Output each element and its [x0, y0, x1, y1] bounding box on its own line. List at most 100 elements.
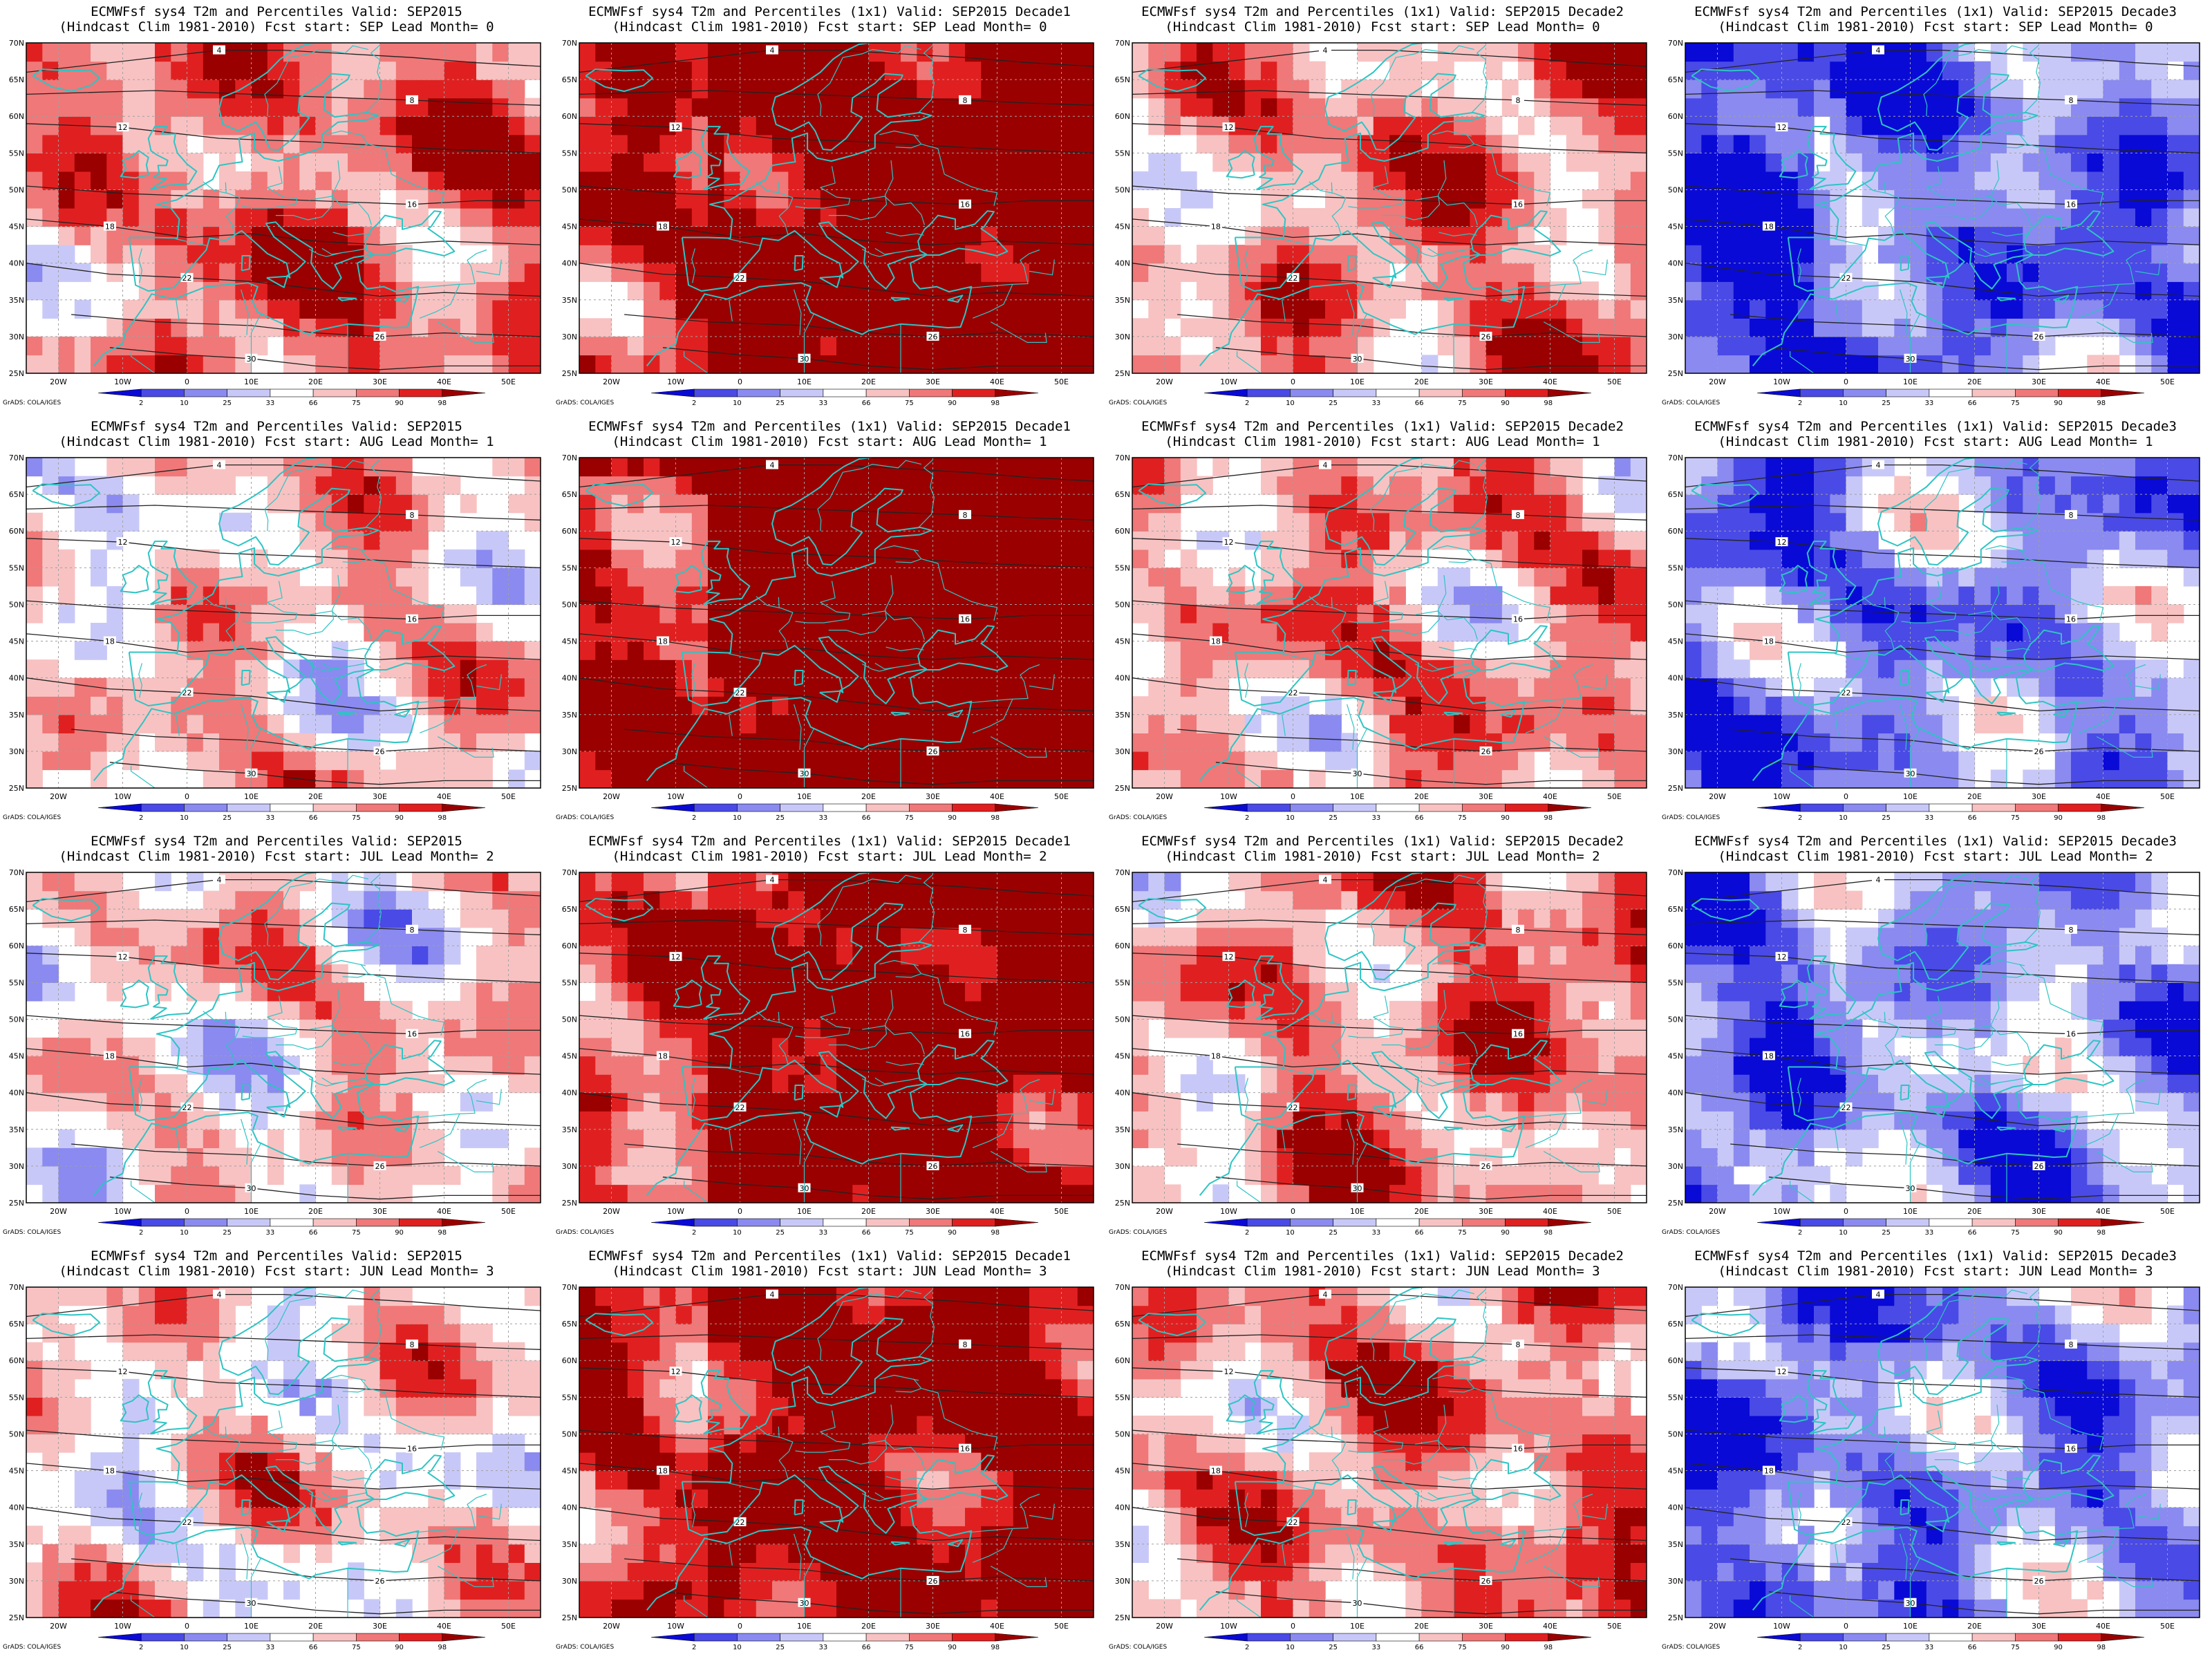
longitude-label: 50E — [1607, 1622, 1622, 1631]
longitude-label: 10W — [1773, 792, 1790, 801]
lat-lon-grid — [579, 1287, 1094, 1618]
colorbar-swatch — [2015, 1218, 2059, 1227]
longitude-label: 50E — [2160, 1622, 2175, 1631]
colorbar-tick-label: 75 — [2011, 1644, 2020, 1651]
longitude-label: 50E — [501, 1622, 516, 1631]
latitude-label: 45N — [1115, 1052, 1130, 1061]
latitude-label: 70N — [1115, 39, 1130, 48]
isotherm-line — [71, 1558, 541, 1582]
longitude-label: 10W — [1220, 792, 1237, 801]
longitude-label: 10W — [1220, 1622, 1237, 1631]
latitude-label: 30N — [9, 332, 24, 341]
colorbar-swatch — [1290, 1633, 1333, 1642]
latitude-label: 50N — [562, 1430, 577, 1438]
isotherm-line — [1768, 762, 2200, 785]
colorbar-swatch — [995, 1633, 1039, 1642]
colorbar-swatch — [1929, 803, 1973, 812]
latitude-label: 45N — [562, 1052, 577, 1061]
colorbar-tick-label: 33 — [266, 814, 275, 822]
longitude-label: 30E — [373, 1207, 387, 1216]
latitude-label: 70N — [562, 868, 577, 877]
colorbar-swatch — [1376, 1633, 1420, 1642]
latitude-label: 30N — [1668, 1162, 1683, 1171]
latitude-label: 55N — [1115, 1393, 1130, 1402]
colorbar: 2 10 25 33 66 75 90 98 — [650, 803, 1039, 822]
latitude-label: 55N — [1668, 1393, 1683, 1402]
colorbar-swatch — [399, 803, 443, 812]
colorbar-tick-label: 2 — [692, 400, 696, 407]
longitude-label: 0 — [1291, 1622, 1295, 1631]
latitude-label: 45N — [1668, 1052, 1683, 1061]
colorbar-swatch — [823, 1633, 867, 1642]
colorbar-swatch — [1756, 803, 1801, 812]
colorbar-swatch — [865, 388, 910, 397]
latitude-label: 35N — [562, 1540, 577, 1549]
colorbar-swatch — [1971, 1633, 2016, 1642]
isotherm-label: 4 — [1323, 461, 1328, 470]
isotherm-line — [1685, 677, 2200, 712]
isotherm-line — [1730, 729, 2200, 752]
latitude-label: 55N — [9, 978, 24, 987]
latitude-label: 25N — [1668, 1199, 1683, 1208]
isotherm-line — [662, 1591, 1094, 1615]
isotherm-label: 4 — [770, 1291, 775, 1300]
percentile-shading — [26, 43, 541, 373]
isotherm-line — [26, 677, 541, 712]
colorbar-tick-label: 33 — [266, 400, 275, 407]
latitude-label: 65N — [562, 1320, 577, 1329]
isotherm-label: 12 — [118, 953, 128, 962]
colorbar-tick-label: 75 — [905, 1644, 914, 1651]
isotherm-line — [1132, 505, 1647, 521]
latitude-label: 30N — [1115, 1162, 1130, 1171]
isotherm-label: 8 — [963, 1340, 968, 1349]
latitude-label: 45N — [562, 223, 577, 232]
isotherm-label: 26 — [2034, 747, 2044, 756]
colorbar-tick-label: 2 — [139, 1229, 143, 1237]
latitude-label: 65N — [9, 905, 24, 914]
latitude-label: 25N — [9, 369, 24, 378]
latitude-label: 70N — [9, 39, 24, 48]
isotherm-line — [1132, 185, 1647, 205]
colorbar: 2 10 25 33 66 75 90 98 — [97, 1633, 486, 1651]
panel-title: ECMWFsf sys4 T2m and Percentiles (1x1) V… — [588, 4, 1071, 19]
colorbar-tick-label: 66 — [309, 400, 318, 407]
longitude-label: 50E — [501, 377, 516, 386]
latitude-label: 50N — [1115, 1430, 1130, 1438]
coastlines — [1138, 43, 1608, 373]
latitude-label: 35N — [562, 711, 577, 720]
colorbar-swatch — [909, 1633, 953, 1642]
colorbar-tick-label: 2 — [1798, 814, 1802, 822]
colorbar-swatch — [1203, 1633, 1248, 1642]
isotherm-label: 26 — [1481, 1577, 1491, 1586]
colorbar-tick-label: 90 — [948, 1229, 957, 1237]
isotherm-label: 18 — [1764, 1467, 1774, 1476]
longitude-label: 20E — [1967, 1622, 1982, 1631]
panel-title: ECMWFsf sys4 T2m and Percentiles (1x1) V… — [1141, 834, 1624, 849]
isotherm-line — [26, 879, 541, 903]
latitude-label: 70N — [9, 868, 24, 877]
isotherm-line — [1685, 218, 2200, 245]
colorbar-swatch — [865, 803, 910, 812]
isotherm-label: 22 — [1288, 1103, 1298, 1112]
latitude-label: 35N — [1668, 1125, 1683, 1134]
isotherm-label: 26 — [375, 747, 385, 756]
colorbar-swatch — [1971, 1218, 2016, 1227]
colorbar-tick-label: 98 — [1544, 1644, 1553, 1651]
colorbar-swatch — [1548, 1633, 1592, 1642]
latitude-label: 25N — [9, 784, 24, 793]
isotherm-label: 4 — [1876, 876, 1881, 885]
colorbar-tick-label: 2 — [1245, 400, 1249, 407]
colorbar-tick-label: 2 — [1798, 1229, 1802, 1237]
longitude-label: 10W — [1773, 1622, 1790, 1631]
colorbar-swatch — [399, 1218, 443, 1227]
latitude-label: 55N — [9, 563, 24, 572]
latitude-label: 50N — [562, 600, 577, 609]
credit-label: GrADS: COLA/IGES — [3, 1644, 62, 1651]
isotherm-line — [26, 1048, 541, 1075]
isotherm-label: 4 — [217, 876, 222, 885]
latitude-label: 55N — [1115, 563, 1130, 572]
colorbar-tick-label: 25 — [223, 1229, 232, 1237]
isotherm-label: 16 — [2066, 1445, 2076, 1454]
